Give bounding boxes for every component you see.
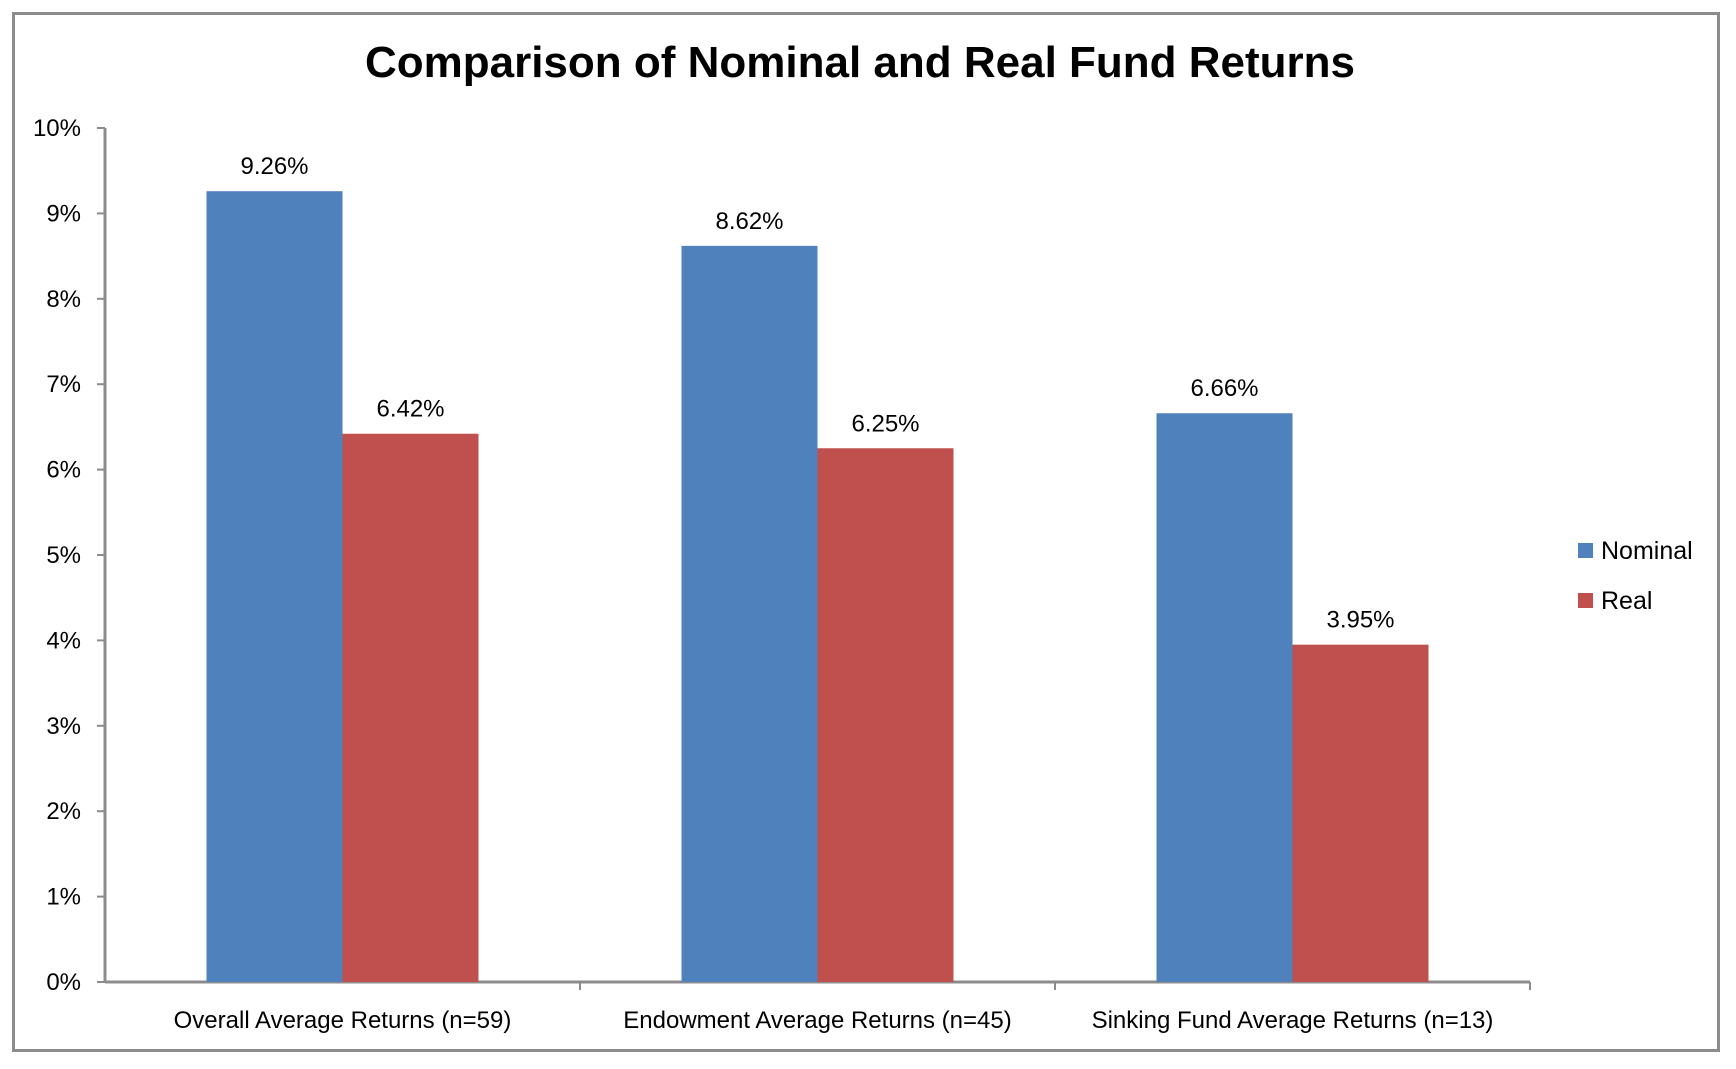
chart-title: Comparison of Nominal and Real Fund Retu…: [364, 38, 1356, 87]
y-tick-label: 2%: [46, 798, 81, 825]
category-label-0: Overall Average Returns (n=59): [174, 1007, 512, 1034]
y-tick-label: 10%: [33, 115, 81, 142]
y-tick-label: 4%: [46, 627, 81, 654]
legend-swatch-nominal: [1578, 543, 1593, 558]
bar-real-0: [342, 433, 479, 982]
y-tick-label: 1%: [46, 884, 81, 911]
data-label-real-2: 3.95%: [1326, 607, 1394, 634]
category-label-1: Endowment Average Returns (n=45): [623, 1007, 1011, 1034]
bar-nominal-1: [681, 245, 818, 983]
data-label-nominal-1: 8.62%: [715, 208, 783, 235]
bar-real-1: [817, 448, 954, 982]
y-tick-label: 9%: [46, 200, 81, 227]
data-label-nominal-0: 9.26%: [240, 153, 308, 180]
y-tick-label: 6%: [46, 457, 81, 484]
y-tick-label: 8%: [46, 286, 81, 313]
bar-nominal-2: [1156, 413, 1293, 983]
data-label-real-1: 6.25%: [851, 410, 919, 437]
y-tick-label: 3%: [46, 713, 81, 740]
y-tick-label: 5%: [46, 542, 81, 569]
legend-label-nominal: Nominal: [1601, 537, 1693, 565]
legend-swatch-real: [1578, 593, 1593, 608]
data-label-real-0: 6.42%: [376, 396, 444, 423]
y-tick-label: 7%: [46, 371, 81, 398]
bar-real-2: [1292, 644, 1429, 982]
y-tick-label: 0%: [46, 969, 81, 996]
category-label-2: Sinking Fund Average Returns (n=13): [1092, 1007, 1494, 1034]
legend-label-real: Real: [1601, 587, 1652, 615]
data-label-nominal-2: 6.66%: [1190, 375, 1258, 402]
bar-nominal-0: [206, 191, 343, 983]
